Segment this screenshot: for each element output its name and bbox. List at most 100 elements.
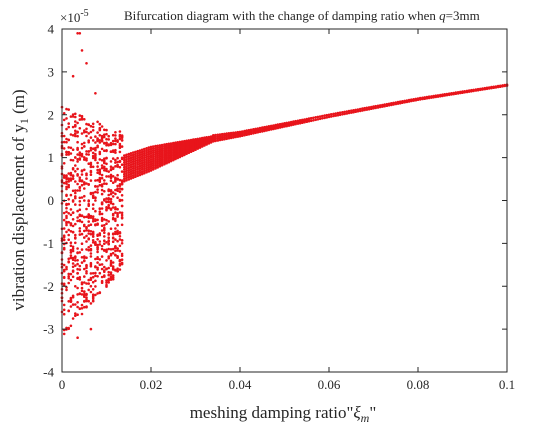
data-point	[223, 132, 226, 136]
data-point	[107, 170, 110, 173]
data-point	[114, 230, 117, 234]
data-point	[65, 265, 68, 269]
data-point	[209, 135, 213, 138]
data-point	[98, 212, 102, 216]
data-point	[67, 202, 70, 206]
data-point	[120, 258, 124, 262]
data-point	[223, 134, 226, 137]
data-point	[65, 153, 68, 156]
data-point	[62, 227, 66, 230]
data-point	[450, 92, 453, 95]
data-point	[96, 161, 99, 165]
data-point	[74, 120, 77, 123]
data-point	[76, 216, 79, 219]
data-point	[109, 278, 113, 281]
data-point	[140, 159, 144, 163]
data-point	[78, 127, 82, 130]
data-point	[163, 154, 166, 157]
data-point	[94, 209, 97, 213]
data-point	[118, 258, 122, 262]
data-point	[127, 173, 131, 177]
data-point	[91, 235, 95, 238]
data-point	[65, 150, 68, 154]
data-point	[87, 213, 90, 217]
data-point	[114, 188, 117, 192]
data-point	[116, 269, 119, 273]
data-point	[96, 238, 99, 241]
data-point	[83, 275, 86, 278]
data-point	[163, 145, 166, 148]
data-point	[76, 209, 79, 213]
data-point	[165, 151, 168, 155]
data-point	[160, 152, 164, 156]
data-point	[131, 158, 135, 161]
data-point	[69, 208, 73, 211]
data-point	[105, 132, 108, 136]
data-point	[103, 218, 106, 221]
data-point	[378, 104, 382, 107]
data-point	[107, 175, 110, 178]
data-point	[194, 138, 197, 141]
data-point	[118, 135, 122, 138]
data-point	[147, 161, 151, 164]
data-point	[145, 160, 148, 163]
data-point	[67, 272, 70, 276]
data-point	[69, 230, 73, 233]
data-point	[80, 232, 84, 236]
data-point	[151, 153, 155, 157]
data-point	[98, 240, 102, 243]
data-point	[111, 175, 115, 178]
data-point	[111, 181, 115, 184]
data-point	[100, 255, 104, 258]
data-point	[118, 130, 122, 133]
data-point	[120, 187, 124, 191]
data-point	[461, 90, 464, 93]
data-point	[123, 172, 126, 176]
data-point	[134, 152, 137, 156]
data-point	[116, 229, 119, 233]
data-point	[105, 259, 108, 262]
data-point	[69, 193, 73, 197]
data-point	[107, 242, 110, 246]
data-point	[85, 153, 88, 156]
data-point	[87, 140, 90, 144]
data-point	[89, 191, 93, 195]
data-point	[85, 256, 88, 260]
data-point	[154, 161, 157, 164]
data-point	[430, 95, 433, 98]
data-point	[218, 138, 222, 142]
data-point	[105, 248, 108, 251]
y-tick-label: 3	[48, 64, 55, 79]
data-point	[69, 177, 73, 180]
data-point	[131, 160, 135, 163]
data-point	[149, 149, 153, 153]
data-point	[76, 134, 79, 138]
data-point	[85, 177, 88, 180]
data-point	[109, 160, 113, 163]
data-point	[83, 199, 86, 202]
data-point	[167, 142, 171, 146]
data-point	[120, 181, 124, 185]
data-point	[71, 230, 75, 234]
data-point	[85, 234, 88, 238]
data-point	[134, 157, 137, 160]
data-point	[114, 217, 117, 221]
data-point	[114, 219, 117, 223]
data-point	[87, 123, 90, 127]
data-point	[145, 164, 148, 167]
data-point	[358, 109, 362, 113]
data-point	[145, 151, 148, 154]
data-point	[105, 156, 108, 160]
data-point	[80, 152, 84, 156]
data-point	[103, 179, 106, 182]
data-point	[287, 121, 291, 124]
data-point	[341, 113, 344, 116]
data-point	[67, 220, 70, 224]
data-point	[156, 146, 159, 149]
data-point	[118, 187, 122, 190]
data-point	[67, 178, 70, 181]
data-point	[80, 248, 84, 251]
data-point	[361, 107, 364, 110]
data-point	[83, 145, 86, 148]
data-point	[111, 142, 115, 146]
